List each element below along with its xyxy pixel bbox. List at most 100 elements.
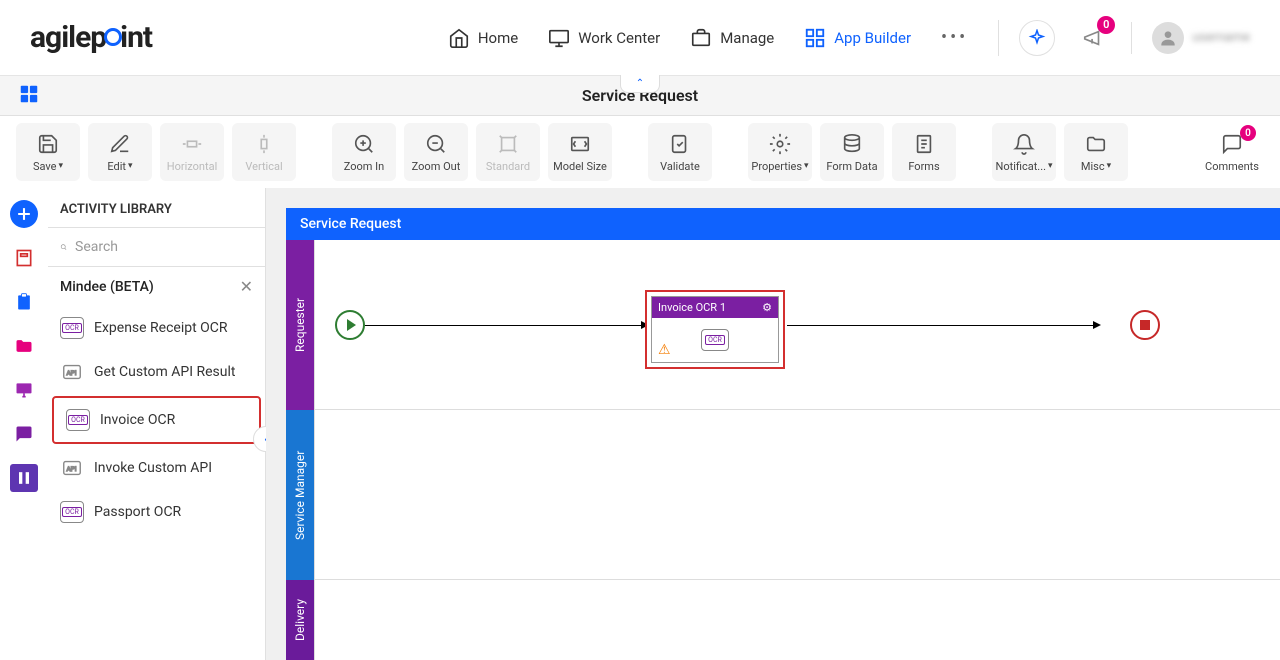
ocr-icon: [60, 316, 84, 340]
zoom-in-icon: [352, 132, 376, 156]
warning-icon: ⚠: [658, 342, 671, 358]
activity-node-header: Invoice OCR 1 ⚙: [652, 297, 778, 318]
lane-requester[interactable]: Requester: [286, 240, 314, 410]
end-node[interactable]: [1130, 310, 1160, 340]
canvas-title: Service Request: [286, 208, 1280, 240]
edit-icon: [108, 132, 132, 156]
gear-icon[interactable]: ⚙: [762, 301, 772, 314]
tool-form-data[interactable]: Form Data: [820, 123, 884, 181]
nav-label: Work Center: [578, 29, 660, 47]
notification-badge: 0: [1097, 16, 1115, 34]
arrow-icon: [1093, 321, 1101, 329]
tool-model-size[interactable]: Model Size: [548, 123, 612, 181]
lane-service-manager[interactable]: Service Manager: [286, 410, 314, 580]
user-section[interactable]: username: [1131, 22, 1250, 54]
category-header[interactable]: Mindee (BETA) ✕: [48, 267, 265, 306]
app-grid-icon[interactable]: [18, 83, 40, 109]
activity-invoice-ocr[interactable]: Invoice OCR: [52, 396, 261, 444]
sparkle-icon: [1028, 29, 1046, 47]
tool-vertical[interactable]: Vertical: [232, 123, 296, 181]
sidebar-form-icon[interactable]: [10, 244, 38, 272]
tool-save[interactable]: Save▾: [16, 123, 80, 181]
canvas-body[interactable]: Requester Service Manager Delivery Invoi…: [286, 240, 1280, 660]
ocr-icon: [60, 500, 84, 524]
tool-forms[interactable]: Forms: [892, 123, 956, 181]
svg-text:API: API: [67, 465, 77, 473]
tool-zoom-out[interactable]: Zoom Out: [404, 123, 468, 181]
search-box: [48, 228, 265, 267]
api-icon: API: [60, 360, 84, 384]
bell-icon: [1012, 132, 1036, 156]
activity-get-custom-api[interactable]: APIGet Custom API Result: [48, 350, 265, 394]
tool-notifications[interactable]: Notificat...▾: [992, 123, 1056, 181]
validate-icon: [668, 132, 692, 156]
category-label: Mindee (BETA): [60, 279, 154, 295]
gear-icon: [768, 132, 792, 156]
nav-home[interactable]: Home: [448, 27, 518, 49]
add-button[interactable]: [10, 200, 38, 228]
activity-node-invoice-ocr[interactable]: Invoice OCR 1 ⚙ ⚠: [645, 290, 785, 369]
swimlanes: Requester Service Manager Delivery: [286, 240, 314, 660]
library-title: ACTIVITY LIBRARY: [48, 188, 265, 228]
header-right: 0 username: [998, 20, 1250, 56]
sparkle-button[interactable]: [1019, 20, 1055, 56]
activity-passport-ocr[interactable]: Passport OCR: [48, 490, 265, 534]
api-icon: API: [60, 456, 84, 480]
tool-properties[interactable]: Properties▾: [748, 123, 812, 181]
search-input[interactable]: [75, 239, 253, 255]
model-size-icon: [568, 132, 592, 156]
avatar: [1152, 22, 1184, 54]
zoom-out-icon: [424, 132, 448, 156]
nav-label: Manage: [720, 29, 774, 47]
nav-app-builder[interactable]: App Builder: [804, 27, 911, 49]
database-icon: [840, 132, 864, 156]
briefcase-icon: [690, 27, 712, 49]
main: ACTIVITY LIBRARY Mindee (BETA) ✕ Expense…: [0, 188, 1280, 660]
header: agilepint Home Work Center Manage App Bu…: [0, 0, 1280, 76]
standard-icon: [496, 132, 520, 156]
grid-icon: [804, 27, 826, 49]
sidebar-chat-icon[interactable]: [10, 420, 38, 448]
canvas: Service Request Requester Service Manage…: [266, 188, 1280, 660]
svg-text:API: API: [67, 369, 77, 377]
toolbar: Save▾ Edit▾ Horizontal Vertical Zoom In …: [0, 116, 1280, 188]
form-icon: [912, 132, 936, 156]
username: username: [1192, 30, 1250, 45]
logo: agilepint: [30, 20, 152, 55]
top-nav: Home Work Center Manage App Builder •••: [448, 27, 968, 49]
tool-validate[interactable]: Validate: [648, 123, 712, 181]
activity-node-body: ⚠: [652, 318, 778, 362]
activity-expense-receipt[interactable]: Expense Receipt OCR: [48, 306, 265, 350]
activity-invoke-custom-api[interactable]: APIInvoke Custom API: [48, 446, 265, 490]
nav-manage[interactable]: Manage: [690, 27, 774, 49]
sidebar-pause-icon[interactable]: [10, 464, 38, 492]
comments-badge: 0: [1240, 125, 1256, 141]
tool-horizontal[interactable]: Horizontal: [160, 123, 224, 181]
collapse-tab[interactable]: ⌃: [620, 75, 660, 93]
nav-work-center[interactable]: Work Center: [548, 27, 660, 49]
align-vertical-icon: [252, 132, 276, 156]
activity-list: Expense Receipt OCR APIGet Custom API Re…: [48, 306, 265, 534]
flow-area[interactable]: Invoice OCR 1 ⚙ ⚠: [314, 240, 1280, 660]
sidebar-folder-icon[interactable]: [10, 332, 38, 360]
connector: [365, 325, 647, 326]
connector: [787, 325, 1099, 326]
notification-button[interactable]: 0: [1075, 20, 1111, 56]
align-horizontal-icon: [180, 132, 204, 156]
activity-library: ACTIVITY LIBRARY Mindee (BETA) ✕ Expense…: [48, 188, 266, 660]
tool-edit[interactable]: Edit▾: [88, 123, 152, 181]
close-icon[interactable]: ✕: [240, 277, 253, 296]
tool-standard[interactable]: Standard: [476, 123, 540, 181]
sidebar-icons: [0, 188, 48, 660]
start-node[interactable]: [335, 310, 365, 340]
tool-misc[interactable]: Misc▾: [1064, 123, 1128, 181]
sidebar-clipboard-icon[interactable]: [10, 288, 38, 316]
nav-more[interactable]: •••: [941, 27, 968, 48]
lane-delivery[interactable]: Delivery: [286, 580, 314, 660]
flow-row-requester: Invoice OCR 1 ⚙ ⚠: [315, 240, 1280, 410]
tool-zoom-in[interactable]: Zoom In: [332, 123, 396, 181]
folder-icon: [1084, 132, 1108, 156]
tool-comments[interactable]: 0Comments: [1200, 123, 1264, 181]
sidebar-monitor-icon[interactable]: [10, 376, 38, 404]
search-icon: [60, 238, 67, 256]
